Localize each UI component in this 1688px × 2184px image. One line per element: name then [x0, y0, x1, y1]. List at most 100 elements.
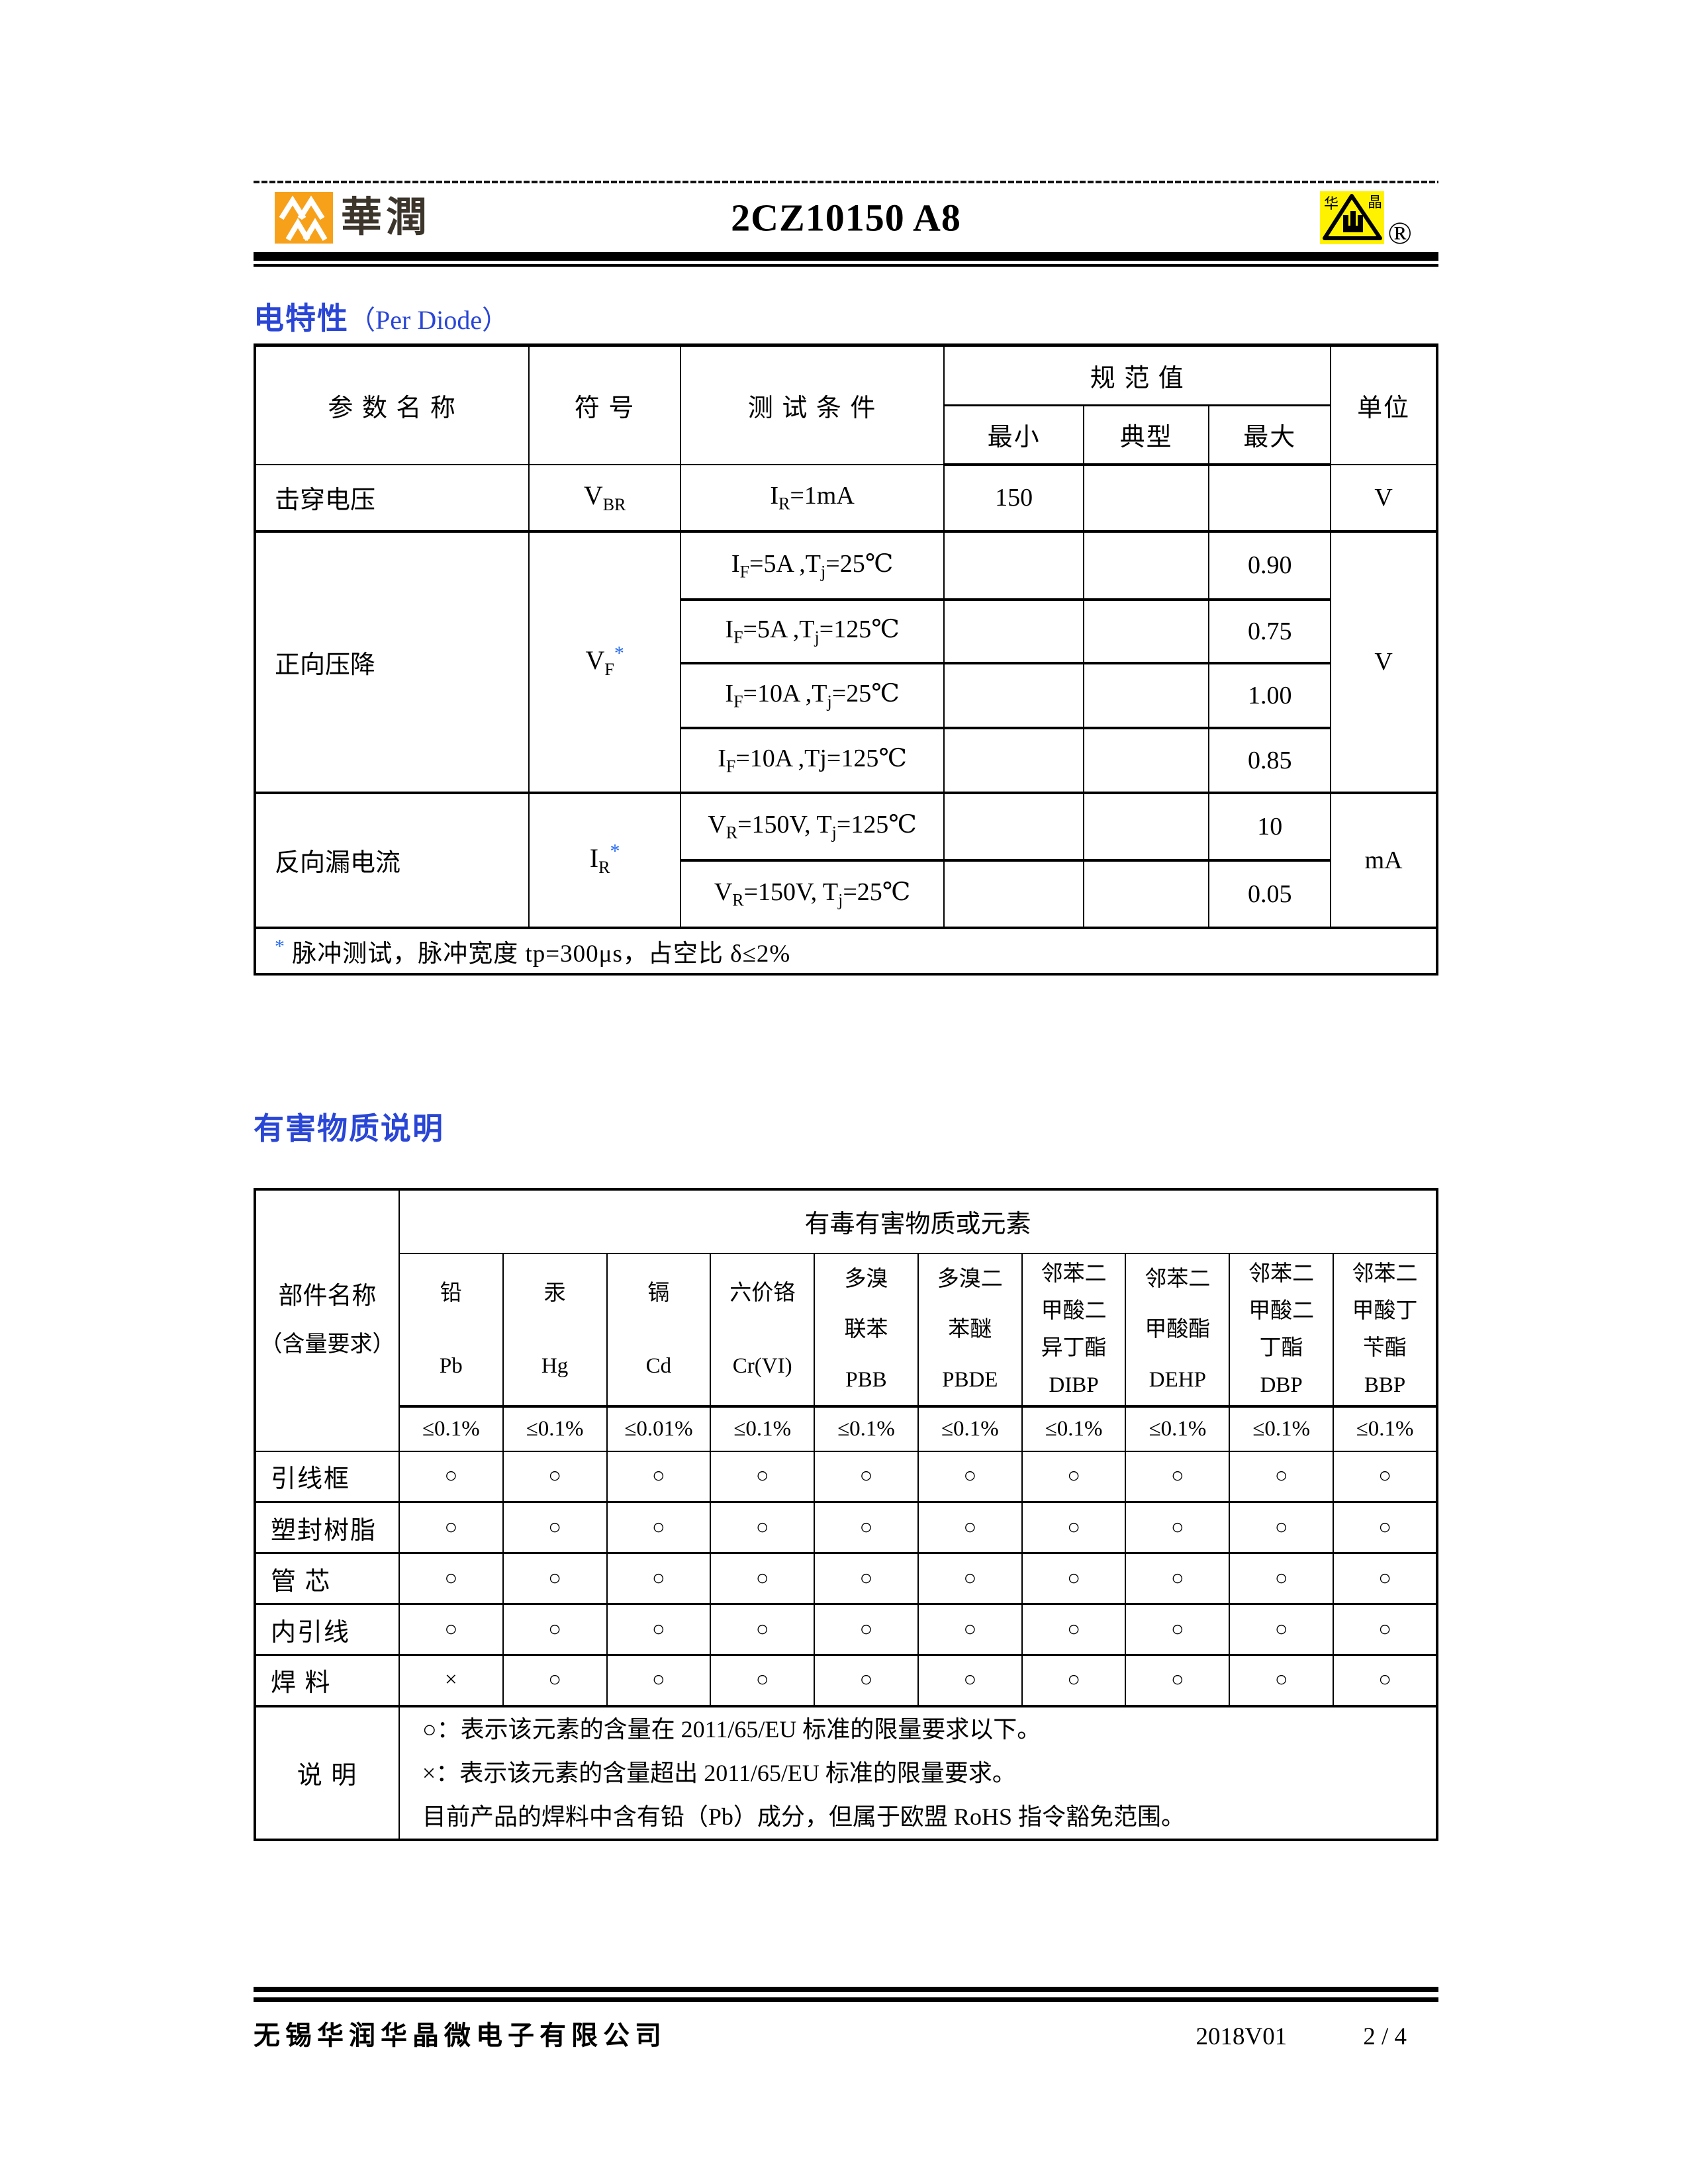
- mark-cell: ○: [1021, 1552, 1127, 1605]
- china-resources-logo-icon: [275, 192, 333, 244]
- substance-header: 邻苯二 甲酸酯 DEHP: [1125, 1252, 1231, 1407]
- pulse-test-note: * 脉冲测试，脉冲宽度 tp=300μs，占空比 δ≤2%: [254, 926, 1438, 975]
- max-cell: 0.85: [1208, 727, 1332, 794]
- table-row-vf-1: 正向压降 VF* IF=5A ,Tj=25℃ 0.90 V: [254, 530, 1438, 794]
- notes-body-cell: ○：表示该元素的含量在 2011/65/EU 标准的限量要求以下。 ×：表示该元…: [398, 1704, 1438, 1841]
- notes-label-cell: 说 明: [254, 1704, 400, 1841]
- min-cell: [943, 530, 1084, 601]
- col-header-typ: 典型: [1082, 404, 1210, 466]
- page-content: 華潤 2CZ10150 A8 华 晶 ® 电特性（Per Diode）: [254, 181, 1438, 1841]
- substance-header: 汞 Hg: [502, 1252, 608, 1407]
- mark-cell: ○: [917, 1552, 1023, 1605]
- limit-cell: ≤0.1%: [502, 1404, 608, 1452]
- hazardous-substances-table: 部件名称 （含量要求） 有毒有害物质或元素 铅 Pb 汞 Hg 镉 Cd 六价铬…: [254, 1187, 1438, 1841]
- substance-header: 邻苯二 甲酸二 丁酯 DBP: [1229, 1252, 1335, 1407]
- section-title-electrical: 电特性（Per Diode）: [254, 301, 1438, 343]
- typ-cell: [1082, 530, 1210, 601]
- table-row-leadframe: 引线框 ○ ○ ○ ○ ○ ○ ○ ○ ○ ○: [254, 1450, 1438, 1503]
- mark-cell: ○: [606, 1501, 712, 1554]
- limit-cell: ≤0.1%: [1333, 1404, 1438, 1452]
- col-header-unit: 单位: [1330, 344, 1438, 465]
- col-header-spec: 规 范 值: [943, 344, 1332, 406]
- page-number: 2 / 4: [1363, 2023, 1407, 2050]
- footer-rule-top: [254, 1987, 1438, 1992]
- typ-cell: [1082, 463, 1210, 533]
- footer-right-group: 2018V01 2 / 4: [1196, 2023, 1407, 2051]
- header-rule-thick: [254, 252, 1438, 261]
- rohs-substance-header-row: 铅 Pb 汞 Hg 镉 Cd 六价铬 Cr(VI) 多溴 联苯 PBB 多溴二 …: [255, 1252, 1438, 1407]
- condition-cell: IF=10A ,Tj=125℃: [679, 727, 945, 794]
- min-cell: 150: [943, 463, 1084, 533]
- section-title-cn: 有害物质说明: [254, 1111, 444, 1146]
- mark-cell: ○: [917, 1603, 1023, 1656]
- mark-cell: ○: [606, 1552, 712, 1605]
- page-footer: 无锡华润华晶微电子有限公司 2018V01 2 / 4: [254, 1987, 1438, 2052]
- mark-cell: ○: [606, 1603, 712, 1656]
- table-row-vf-2: IF=5A ,Tj=125℃ 0.75: [255, 598, 1437, 664]
- table-row-ir-1: 反向漏电流 IR* VR=150V, Tj=125℃ 10 mA: [254, 791, 1438, 929]
- part-name-cell: 塑封树脂: [254, 1501, 400, 1554]
- rohs-limits-row: ≤0.1% ≤0.1% ≤0.01% ≤0.1% ≤0.1% ≤0.1% ≤0.…: [255, 1404, 1438, 1452]
- col-header-max: 最大: [1208, 404, 1332, 466]
- document-title: 2CZ10150 A8: [731, 196, 961, 240]
- mark-cell: ○: [1021, 1501, 1127, 1554]
- mark-cell: ○: [502, 1654, 608, 1707]
- mark-cell: ○: [398, 1552, 504, 1605]
- mark-cell: ○: [710, 1654, 816, 1707]
- table-row-vf-4: IF=10A ,Tj=125℃ 0.85: [255, 727, 1437, 794]
- mark-cell: ○: [1333, 1501, 1438, 1554]
- table-row-vf-3: IF=10A ,Tj=25℃ 1.00: [255, 662, 1437, 729]
- mark-cell: ○: [502, 1501, 608, 1554]
- mark-cell: ○: [398, 1450, 504, 1503]
- mark-cell: ○: [710, 1501, 816, 1554]
- condition-cell: VR=150V, Tj=125℃: [679, 791, 945, 862]
- symbol-cell: VBR: [528, 463, 681, 533]
- mark-cell: ○: [917, 1501, 1023, 1554]
- substance-header: 邻苯二 甲酸二 异丁酯 DIBP: [1021, 1252, 1127, 1407]
- min-cell: [943, 727, 1084, 794]
- condition-cell: VR=150V, Tj=25℃: [679, 859, 945, 929]
- typ-cell: [1082, 598, 1210, 664]
- mark-cell: ○: [917, 1450, 1023, 1503]
- table-row-vbr: 击穿电压 VBR IR=1mA 150 V: [254, 463, 1438, 533]
- part-name-cell: 内引线: [254, 1603, 400, 1656]
- substances-group-header: 有毒有害物质或元素: [398, 1188, 1438, 1254]
- table-row-note: * 脉冲测试，脉冲宽度 tp=300μs，占空比 δ≤2%: [254, 926, 1438, 975]
- substance-header: 铅 Pb: [398, 1252, 504, 1407]
- huajing-logo-icon: 华 晶: [1319, 191, 1384, 244]
- min-cell: [943, 791, 1084, 862]
- mark-cell: ○: [710, 1603, 816, 1656]
- rohs-notes-row: 说 明 ○：表示该元素的含量在 2011/65/EU 标准的限量要求以下。 ×：…: [254, 1704, 1438, 1841]
- col-header-min: 最小: [943, 404, 1084, 466]
- mark-cell: ○: [814, 1450, 919, 1503]
- mark-cell: ○: [1333, 1552, 1438, 1605]
- condition-cell: IF=10A ,Tj=25℃: [679, 662, 945, 729]
- mark-cell: ○: [1021, 1450, 1127, 1503]
- limit-cell: ≤0.1%: [1125, 1404, 1231, 1452]
- mark-cell: ○: [1333, 1603, 1438, 1656]
- limit-cell: ≤0.1%: [1021, 1404, 1127, 1452]
- mark-cell: ×: [398, 1654, 504, 1707]
- typ-cell: [1082, 859, 1210, 929]
- table-header-row: 参 数 名 称 符 号 测 试 条 件 规 范 值 单位: [254, 344, 1438, 465]
- mark-cell: ○: [1229, 1552, 1335, 1605]
- max-cell: 10: [1208, 791, 1332, 862]
- mark-cell: ○: [814, 1654, 919, 1707]
- max-cell: 0.75: [1208, 598, 1332, 664]
- typ-cell: [1082, 791, 1210, 862]
- note-line: 目前产品的焊料中含有铅（Pb）成分，但属于欧盟 RoHS 指令豁免范围。: [422, 1803, 1185, 1830]
- mark-cell: ○: [814, 1603, 919, 1656]
- mark-cell: ○: [502, 1603, 608, 1656]
- unit-cell: V: [1330, 530, 1438, 794]
- mark-cell: ○: [1021, 1654, 1127, 1707]
- limit-cell: ≤0.1%: [398, 1404, 504, 1452]
- cr-brand: 華潤: [275, 192, 431, 244]
- param-name-cell: 反向漏电流: [254, 791, 530, 929]
- mark-cell: ○: [710, 1552, 816, 1605]
- header-rule-thin: [254, 264, 1438, 267]
- param-name-cell: 击穿电压: [254, 463, 530, 533]
- part-name-cell: 管 芯: [254, 1552, 400, 1605]
- huajing-char-right: 晶: [1368, 194, 1382, 210]
- parts-header-line1: 部件名称: [278, 1282, 377, 1310]
